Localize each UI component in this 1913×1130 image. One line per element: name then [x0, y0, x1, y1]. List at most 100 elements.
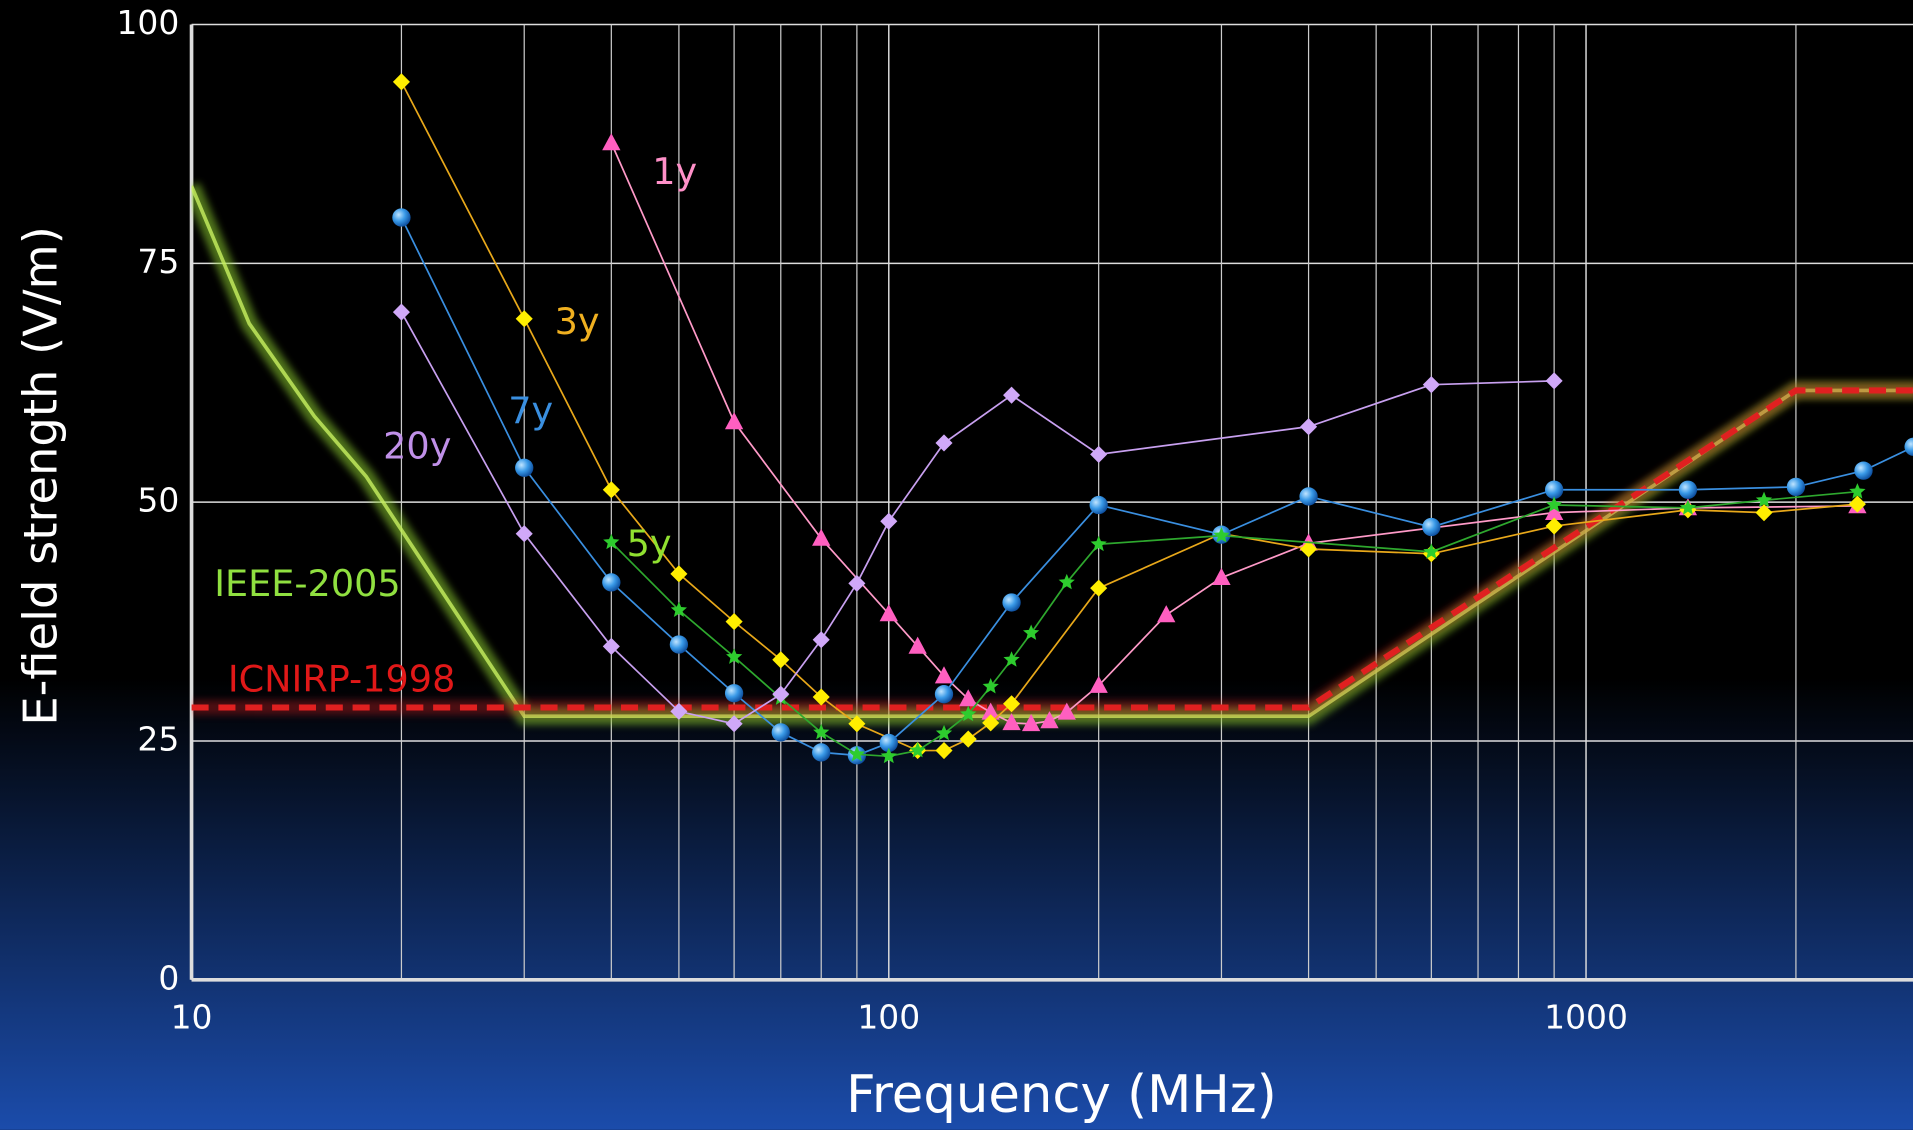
data-point: [909, 742, 926, 758]
data-point: [848, 715, 866, 733]
data-point: [1423, 543, 1440, 559]
y-tick-label: 0: [158, 958, 179, 997]
data-point: [879, 604, 898, 622]
series-line: [400, 217, 1913, 757]
data-point: [1854, 461, 1873, 480]
data-point: [602, 133, 621, 151]
series-label: IEEE-2005: [214, 562, 401, 605]
x-tick-label: 100: [857, 997, 920, 1036]
data-point: [1002, 713, 1021, 731]
data-point: [1157, 605, 1176, 623]
y-tick-label: 100: [116, 3, 179, 42]
data-point: [392, 208, 411, 227]
data-point: [1089, 495, 1108, 515]
data-point: [724, 412, 744, 430]
data-point: [1003, 695, 1021, 713]
data-point: [1212, 567, 1231, 585]
y-tick-label: 25: [137, 719, 179, 758]
data-point: [812, 743, 831, 762]
data-point: [1057, 702, 1076, 720]
data-point: [812, 528, 831, 546]
data-point: [1848, 495, 1866, 513]
data-point: [960, 705, 977, 722]
data-point: [724, 684, 744, 703]
data-point: [1003, 386, 1021, 404]
data-point: [670, 702, 688, 720]
data-point: [515, 310, 533, 328]
y-tick-label: 75: [137, 242, 179, 281]
data-point: [812, 631, 830, 649]
data-point: [726, 648, 743, 664]
data-point: [1904, 437, 1913, 456]
data-point: [1002, 593, 1021, 612]
data-point: [1089, 675, 1108, 693]
series-label: 20y: [383, 424, 451, 467]
data-point: [1090, 535, 1107, 552]
data-point: [934, 666, 954, 684]
data-point: [982, 677, 999, 694]
data-point: [1422, 517, 1441, 537]
data-point: [772, 685, 790, 703]
data-point: [935, 724, 953, 741]
data-point: [935, 742, 953, 760]
y-tick-label: 50: [137, 481, 179, 520]
data-point: [669, 635, 689, 654]
data-point: [959, 730, 977, 748]
data-point: [934, 685, 954, 704]
x-tick-label: 10: [171, 997, 213, 1036]
data-point: [812, 688, 830, 706]
plot-area: [191, 73, 1913, 765]
data-point: [670, 565, 688, 583]
series-label: 3y: [555, 300, 600, 343]
series-label: 5y: [627, 522, 672, 565]
data-point: [725, 715, 743, 733]
data-point: [1022, 624, 1040, 640]
data-point: [1058, 573, 1075, 590]
data-point: [1545, 372, 1563, 390]
data-point: [1755, 491, 1773, 508]
data-point: [1544, 502, 1564, 520]
data-point: [908, 636, 927, 654]
data-point: [935, 434, 953, 452]
data-point: [848, 574, 866, 592]
data-point: [1786, 477, 1806, 497]
series-label: 1y: [652, 150, 697, 193]
data-point: [813, 723, 830, 740]
data-point: [1544, 480, 1564, 499]
data-point: [879, 733, 898, 753]
data-point: [1213, 527, 1230, 543]
data-point: [1849, 483, 1866, 499]
series-label: 7y: [508, 389, 553, 432]
data-point: [848, 745, 865, 762]
data-point: [1755, 504, 1773, 522]
data-point: [1546, 496, 1563, 512]
data-point: [392, 303, 410, 321]
data-point: [1679, 499, 1697, 515]
data-point: [1040, 711, 1059, 729]
data-point: [603, 533, 620, 550]
y-axis-title: E-field strength (V/m): [13, 226, 67, 725]
data-point: [1021, 714, 1041, 732]
limit-line: [191, 387, 1913, 711]
x-axis-title: Frequency (MHz): [846, 1065, 1277, 1125]
grid: [189, 23, 1913, 982]
data-point: [771, 723, 790, 742]
data-point: [515, 458, 534, 477]
data-point: [670, 601, 687, 617]
data-point: [959, 689, 978, 707]
data-point: [1299, 487, 1318, 506]
data-point: [981, 702, 1000, 720]
data-point: [1003, 651, 1020, 667]
x-tick-label: 1000: [1544, 997, 1628, 1036]
data-point: [602, 573, 621, 592]
data-point: [725, 613, 743, 631]
data-point: [1678, 480, 1698, 499]
labels: 0 25 50 75 100 10 100 1000 IEEE-2005 ICNIRP-1998 1…: [116, 3, 1627, 1036]
series-label: ICNIRP-1998: [228, 657, 456, 700]
data-point: [880, 747, 897, 764]
data-point: [982, 714, 1000, 732]
data-point: [772, 651, 790, 669]
